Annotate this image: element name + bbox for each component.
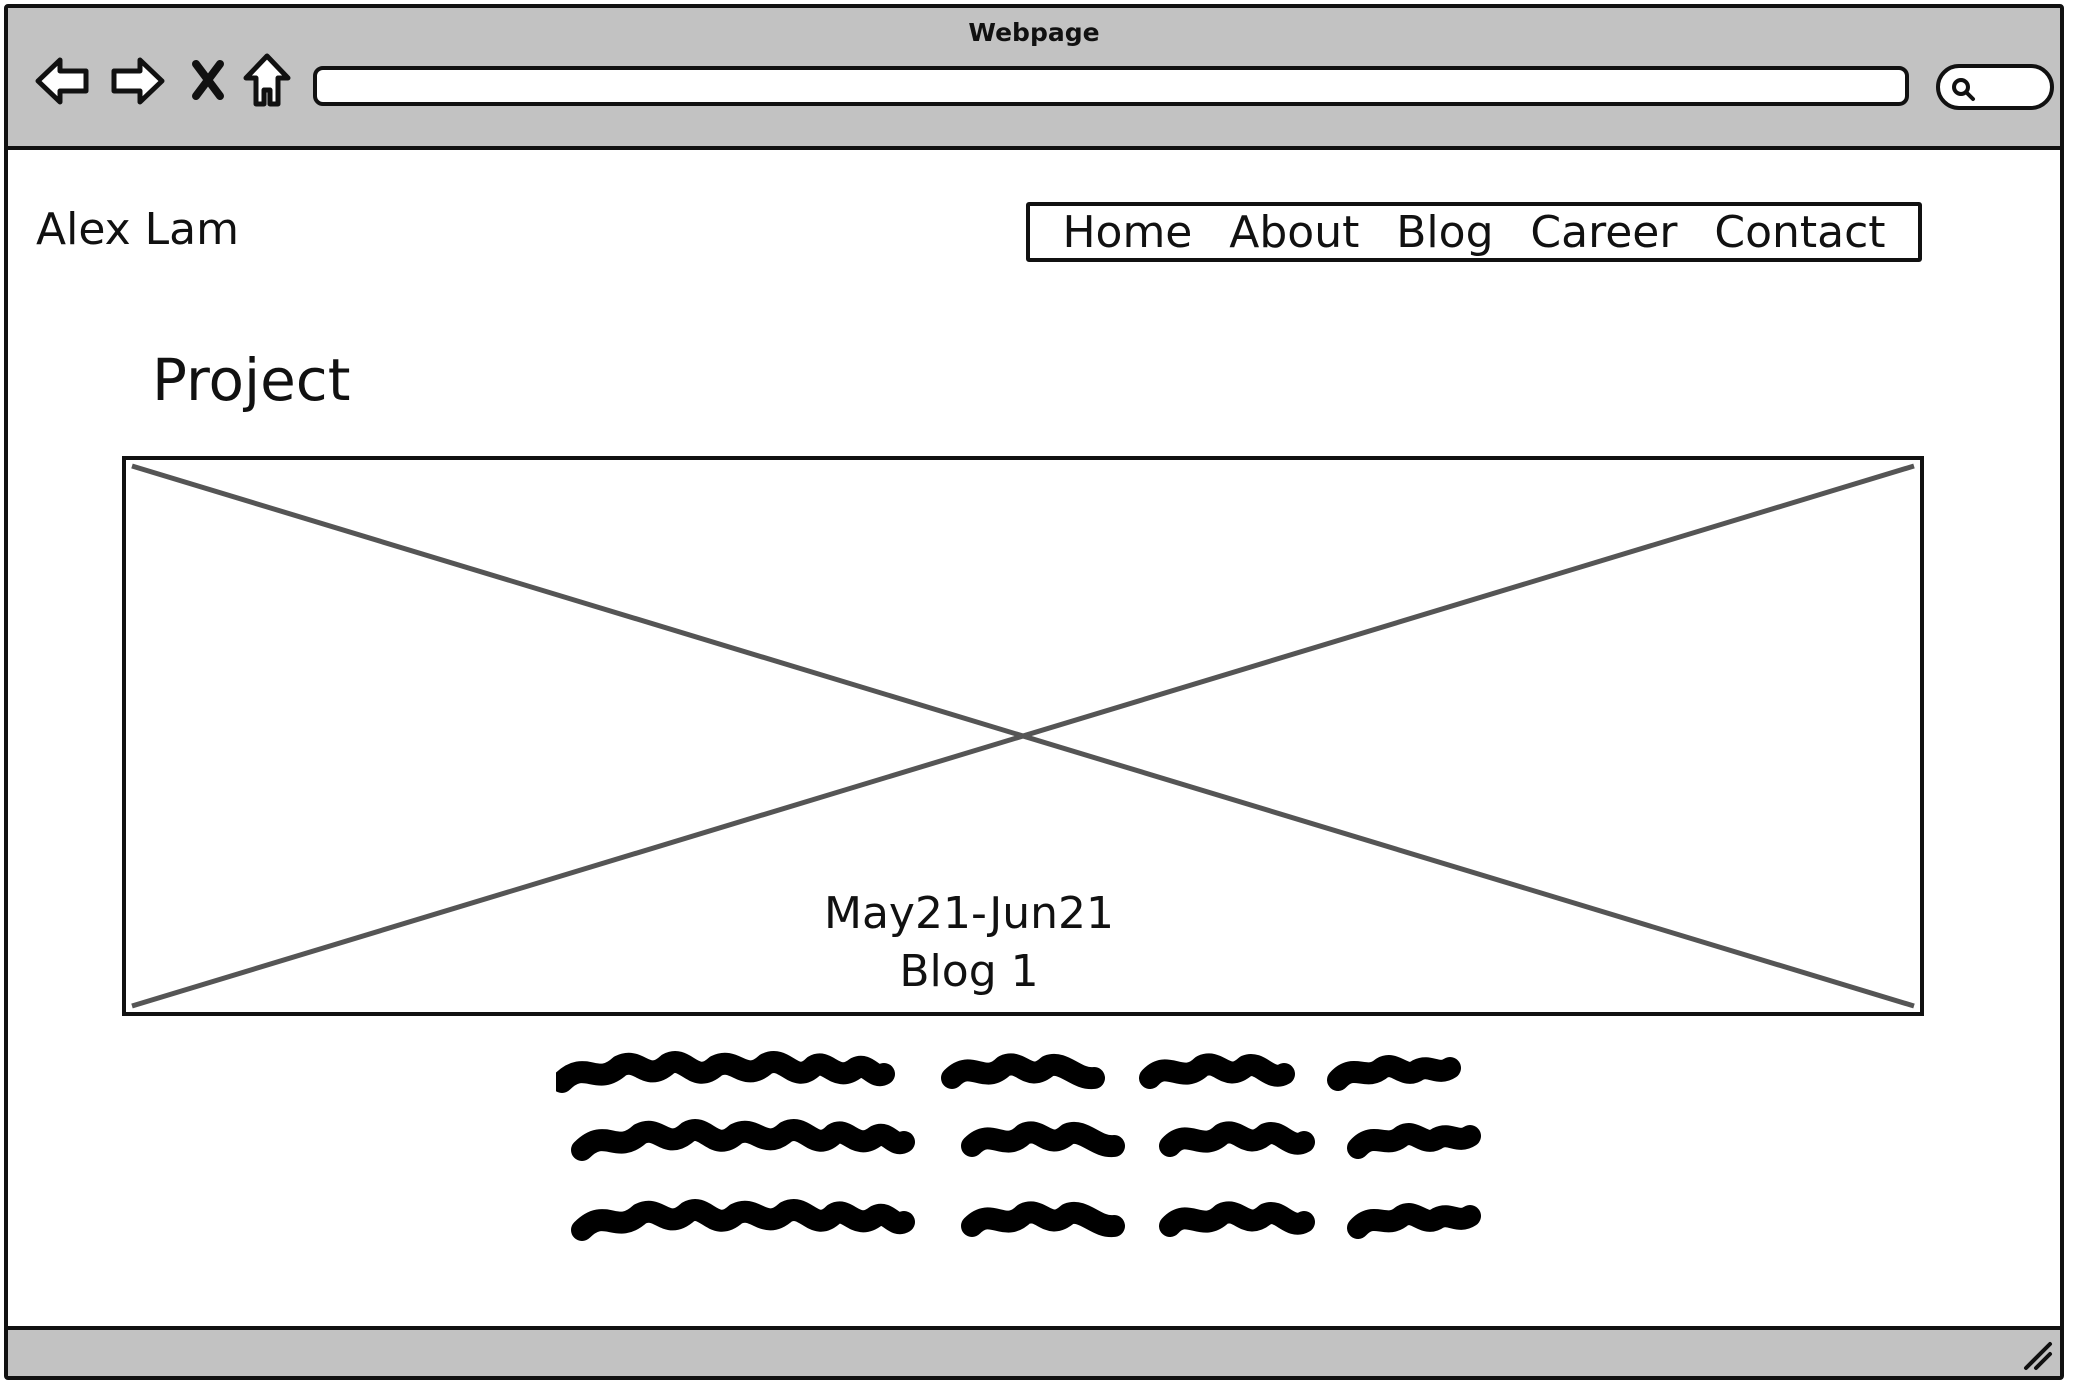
blog-title: Blog 1: [899, 946, 1039, 997]
back-arrow-icon[interactable]: [34, 54, 92, 108]
window-title: Webpage: [968, 18, 1100, 47]
nav-blog[interactable]: Blog: [1396, 206, 1494, 258]
browser-status-bar: [8, 1326, 2060, 1376]
stop-x-icon[interactable]: [190, 58, 226, 102]
scribbled-text-placeholder: [556, 1051, 1481, 1241]
browser-window: Webpage Alex Lam Home About: [4, 4, 2064, 1380]
forward-arrow-icon[interactable]: [108, 54, 166, 108]
search-icon: [1952, 78, 1975, 101]
browser-search-field[interactable]: [1936, 64, 2054, 110]
page-heading: Project: [152, 346, 351, 414]
home-icon[interactable]: [242, 52, 292, 110]
browser-toolbar: Webpage: [8, 8, 2060, 150]
nav-career[interactable]: Career: [1530, 206, 1678, 258]
resize-grip-icon[interactable]: [2020, 1338, 2054, 1372]
image-placeholder-cross: [131, 463, 1915, 1009]
nav-contact[interactable]: Contact: [1714, 206, 1886, 258]
image-placeholder[interactable]: May21-Jun21 Blog 1: [122, 456, 1924, 1016]
nav-home[interactable]: Home: [1062, 206, 1193, 258]
address-bar[interactable]: [313, 66, 1909, 106]
site-title[interactable]: Alex Lam: [36, 204, 239, 255]
nav-about[interactable]: About: [1229, 206, 1360, 258]
main-nav: Home About Blog Career Contact: [1026, 202, 1922, 262]
blog-date: May21-Jun21: [823, 888, 1115, 939]
